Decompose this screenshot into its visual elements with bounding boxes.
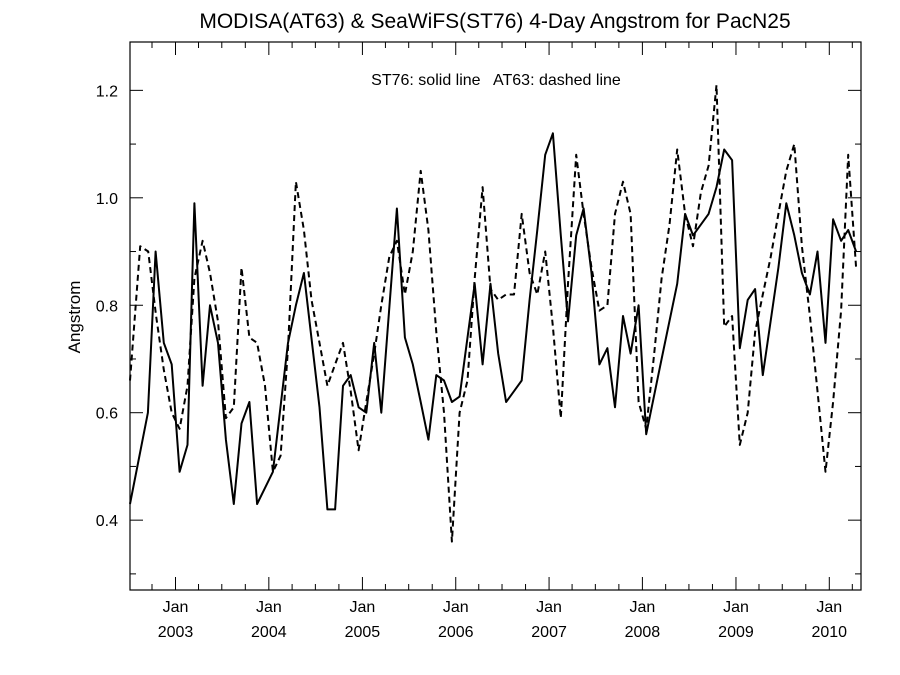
x-tick-year: 2005: [345, 624, 381, 641]
chart-title: MODISA(AT63) & SeaWiFS(ST76) 4-Day Angst…: [199, 10, 790, 33]
series-line-st76: [129, 132, 858, 511]
series-layer: [129, 84, 858, 543]
x-tick-year: 2003: [158, 624, 194, 641]
plot-frame: [129, 41, 862, 591]
y-axis-label: Angstrom: [65, 281, 84, 354]
x-tick-month: Jan: [350, 599, 376, 616]
x-tick-year: 2008: [625, 624, 661, 641]
axis-ticks: 0.4 0.6 0.8 1.0 1.2 Jan 2003 Jan 2004 Jan 2005 Jan 2…: [96, 42, 861, 641]
x-tick-month: Jan: [629, 599, 655, 616]
y-tick-label: 0.8: [96, 298, 118, 315]
x-tick-year: 2009: [718, 624, 754, 641]
x-tick-month: Jan: [443, 599, 469, 616]
y-tick-label: 1.2: [96, 83, 118, 100]
y-tick-label: 0.4: [96, 513, 118, 530]
x-tick-month: Jan: [816, 599, 842, 616]
x-tick-month: Jan: [723, 599, 749, 616]
series-line-at63: [129, 84, 858, 543]
y-tick-label: 0.6: [96, 406, 118, 423]
y-tick-label: 1.0: [96, 191, 118, 208]
series-legend-note: ST76: solid line AT63: dashed line: [371, 72, 621, 89]
x-tick-month: Jan: [536, 599, 562, 616]
x-tick-month: Jan: [163, 599, 189, 616]
x-tick-year: 2007: [531, 624, 567, 641]
x-tick-month: Jan: [256, 599, 282, 616]
x-tick-year: 2004: [251, 624, 287, 641]
x-tick-year: 2010: [811, 624, 847, 641]
x-tick-year: 2006: [438, 624, 474, 641]
